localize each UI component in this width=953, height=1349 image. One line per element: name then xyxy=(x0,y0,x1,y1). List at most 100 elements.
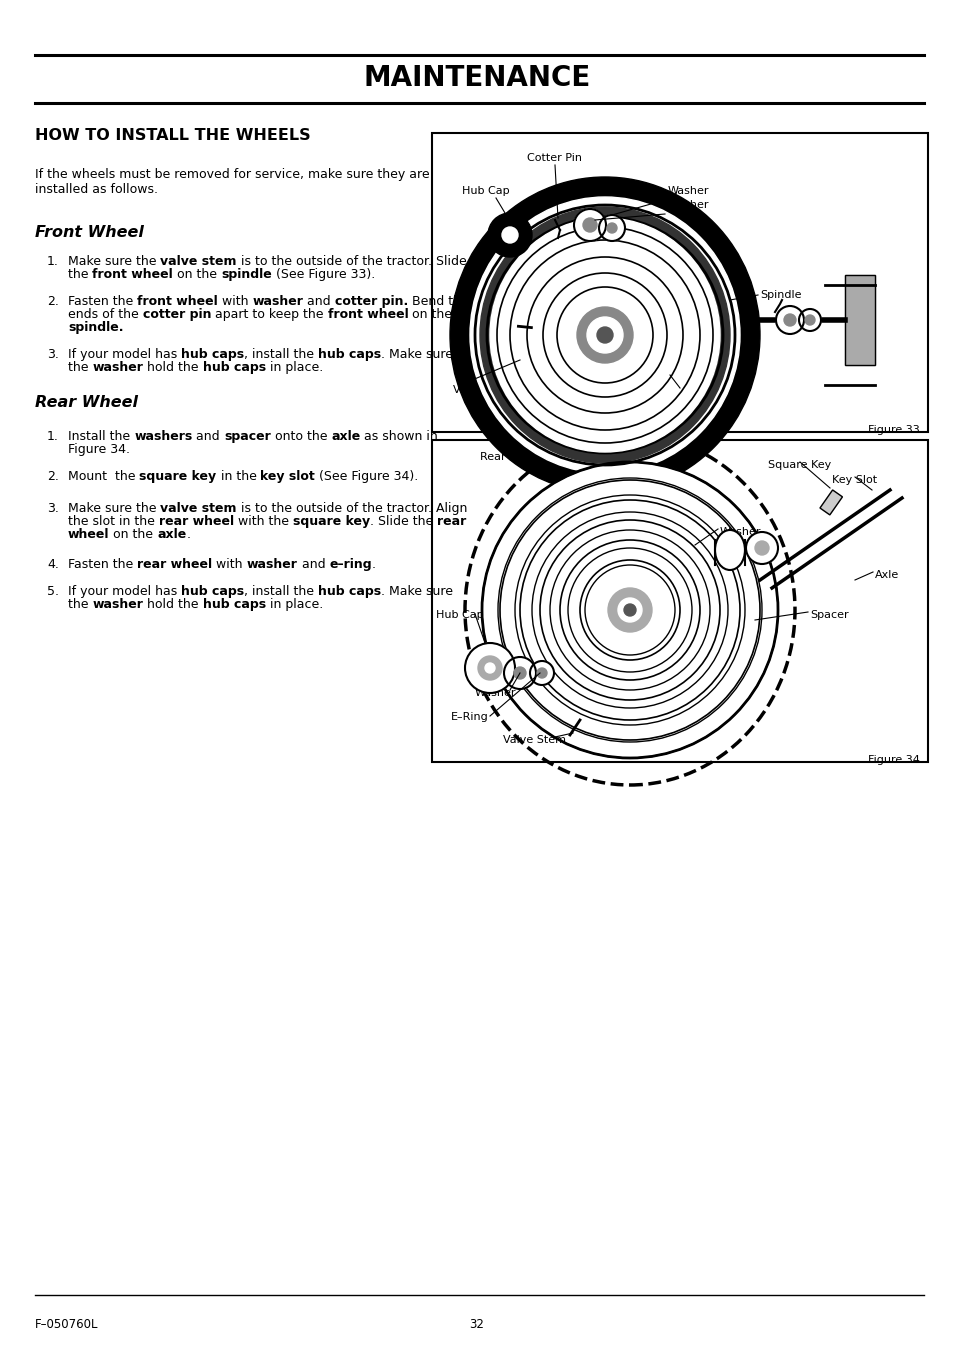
Text: and: and xyxy=(297,558,329,571)
Text: (See Figure 34).: (See Figure 34). xyxy=(314,469,418,483)
Bar xyxy=(844,275,874,366)
Text: Rear Wheel: Rear Wheel xyxy=(479,452,543,461)
Text: valve stem: valve stem xyxy=(160,255,236,268)
Text: apart to keep the: apart to keep the xyxy=(211,308,328,321)
Text: . Slide the: . Slide the xyxy=(370,515,436,527)
Text: 3.: 3. xyxy=(47,502,59,515)
Text: washers: washers xyxy=(134,430,193,442)
Circle shape xyxy=(775,306,803,335)
Circle shape xyxy=(598,214,624,241)
Text: Mount  the: Mount the xyxy=(68,469,139,483)
Circle shape xyxy=(503,657,536,689)
Text: as shown in: as shown in xyxy=(360,430,437,442)
Text: Cotter Pin: Cotter Pin xyxy=(527,152,582,163)
Text: Fasten the: Fasten the xyxy=(68,295,137,308)
Circle shape xyxy=(754,541,768,554)
Text: Make sure the: Make sure the xyxy=(68,255,160,268)
Bar xyxy=(820,490,841,515)
Text: on the: on the xyxy=(173,268,221,281)
Circle shape xyxy=(799,309,821,331)
Text: HOW TO INSTALL THE WHEELS: HOW TO INSTALL THE WHEELS xyxy=(35,128,311,143)
Ellipse shape xyxy=(470,197,740,473)
Text: Axle: Axle xyxy=(874,571,899,580)
Text: with: with xyxy=(218,295,253,308)
Text: hold the: hold the xyxy=(143,362,203,374)
Text: If the wheels must be removed for service, make sure they are: If the wheels must be removed for servic… xyxy=(35,169,429,181)
Text: wheel: wheel xyxy=(68,527,110,541)
Text: (See Figure 33).: (See Figure 33). xyxy=(272,268,375,281)
Text: Washer: Washer xyxy=(667,200,709,210)
Circle shape xyxy=(464,643,515,693)
Text: e–ring: e–ring xyxy=(329,558,372,571)
Circle shape xyxy=(607,588,651,631)
Text: E–Ring: E–Ring xyxy=(451,712,488,722)
Text: washer: washer xyxy=(92,598,143,611)
Ellipse shape xyxy=(716,532,743,569)
Text: 3.: 3. xyxy=(47,348,59,362)
Ellipse shape xyxy=(490,219,720,452)
Circle shape xyxy=(488,213,532,258)
Text: the: the xyxy=(68,598,92,611)
Text: Figure 34: Figure 34 xyxy=(867,755,919,765)
Text: with: with xyxy=(213,558,247,571)
Text: hub caps: hub caps xyxy=(203,598,266,611)
Text: Bend the: Bend the xyxy=(408,295,469,308)
Text: the: the xyxy=(68,362,92,374)
Text: on the: on the xyxy=(110,527,157,541)
Text: Washer: Washer xyxy=(720,527,760,537)
Text: If your model has: If your model has xyxy=(68,585,181,598)
Text: spindle: spindle xyxy=(221,268,272,281)
Circle shape xyxy=(606,223,617,233)
Text: axle: axle xyxy=(157,527,187,541)
Text: Hub Cap: Hub Cap xyxy=(436,610,483,621)
Ellipse shape xyxy=(479,206,729,463)
Circle shape xyxy=(582,219,597,232)
Bar xyxy=(844,275,874,366)
Circle shape xyxy=(804,316,814,325)
Text: Spacer: Spacer xyxy=(809,610,848,621)
Text: Washer: Washer xyxy=(667,186,709,196)
Text: front wheel: front wheel xyxy=(92,268,173,281)
Circle shape xyxy=(484,662,495,673)
Text: onto the: onto the xyxy=(271,430,331,442)
Text: washer: washer xyxy=(92,362,143,374)
Text: F–050760L: F–050760L xyxy=(35,1318,98,1331)
Text: on the: on the xyxy=(408,308,452,321)
Circle shape xyxy=(514,666,525,679)
Circle shape xyxy=(577,308,633,363)
Text: Front Wheel: Front Wheel xyxy=(621,390,688,401)
Text: Make sure the: Make sure the xyxy=(68,502,160,515)
Ellipse shape xyxy=(450,177,760,492)
Text: washer: washer xyxy=(247,558,297,571)
Text: washer: washer xyxy=(253,295,303,308)
Circle shape xyxy=(537,668,546,679)
Text: . Make sure: . Make sure xyxy=(381,348,453,362)
Text: spindle.: spindle. xyxy=(68,321,123,335)
Text: front wheel: front wheel xyxy=(328,308,408,321)
Text: in place.: in place. xyxy=(266,362,323,374)
Text: is to the outside of the tractor. Align: is to the outside of the tractor. Align xyxy=(236,502,467,515)
Text: in the: in the xyxy=(216,469,260,483)
Text: Rear Wheel: Rear Wheel xyxy=(35,395,138,410)
Text: Valve Stem: Valve Stem xyxy=(503,735,566,745)
Text: . Make sure: . Make sure xyxy=(381,585,453,598)
Text: Figure 33: Figure 33 xyxy=(867,425,919,434)
Text: axle: axle xyxy=(331,430,360,442)
Text: the slot in the: the slot in the xyxy=(68,515,159,527)
Text: hub caps: hub caps xyxy=(181,585,244,598)
Text: front wheel: front wheel xyxy=(137,295,218,308)
Text: Figure 34.: Figure 34. xyxy=(68,442,130,456)
Text: hold the: hold the xyxy=(143,598,203,611)
Circle shape xyxy=(597,326,613,343)
Text: Key Slot: Key Slot xyxy=(832,475,877,486)
Text: , install the: , install the xyxy=(244,585,318,598)
Text: If your model has: If your model has xyxy=(68,348,181,362)
Text: 2.: 2. xyxy=(47,469,59,483)
Text: 2.: 2. xyxy=(47,295,59,308)
Text: Install the: Install the xyxy=(68,430,134,442)
Text: , install the: , install the xyxy=(244,348,318,362)
Text: hub caps: hub caps xyxy=(181,348,244,362)
Text: .: . xyxy=(372,558,375,571)
Text: Square Key: Square Key xyxy=(767,460,831,469)
Circle shape xyxy=(618,598,641,622)
